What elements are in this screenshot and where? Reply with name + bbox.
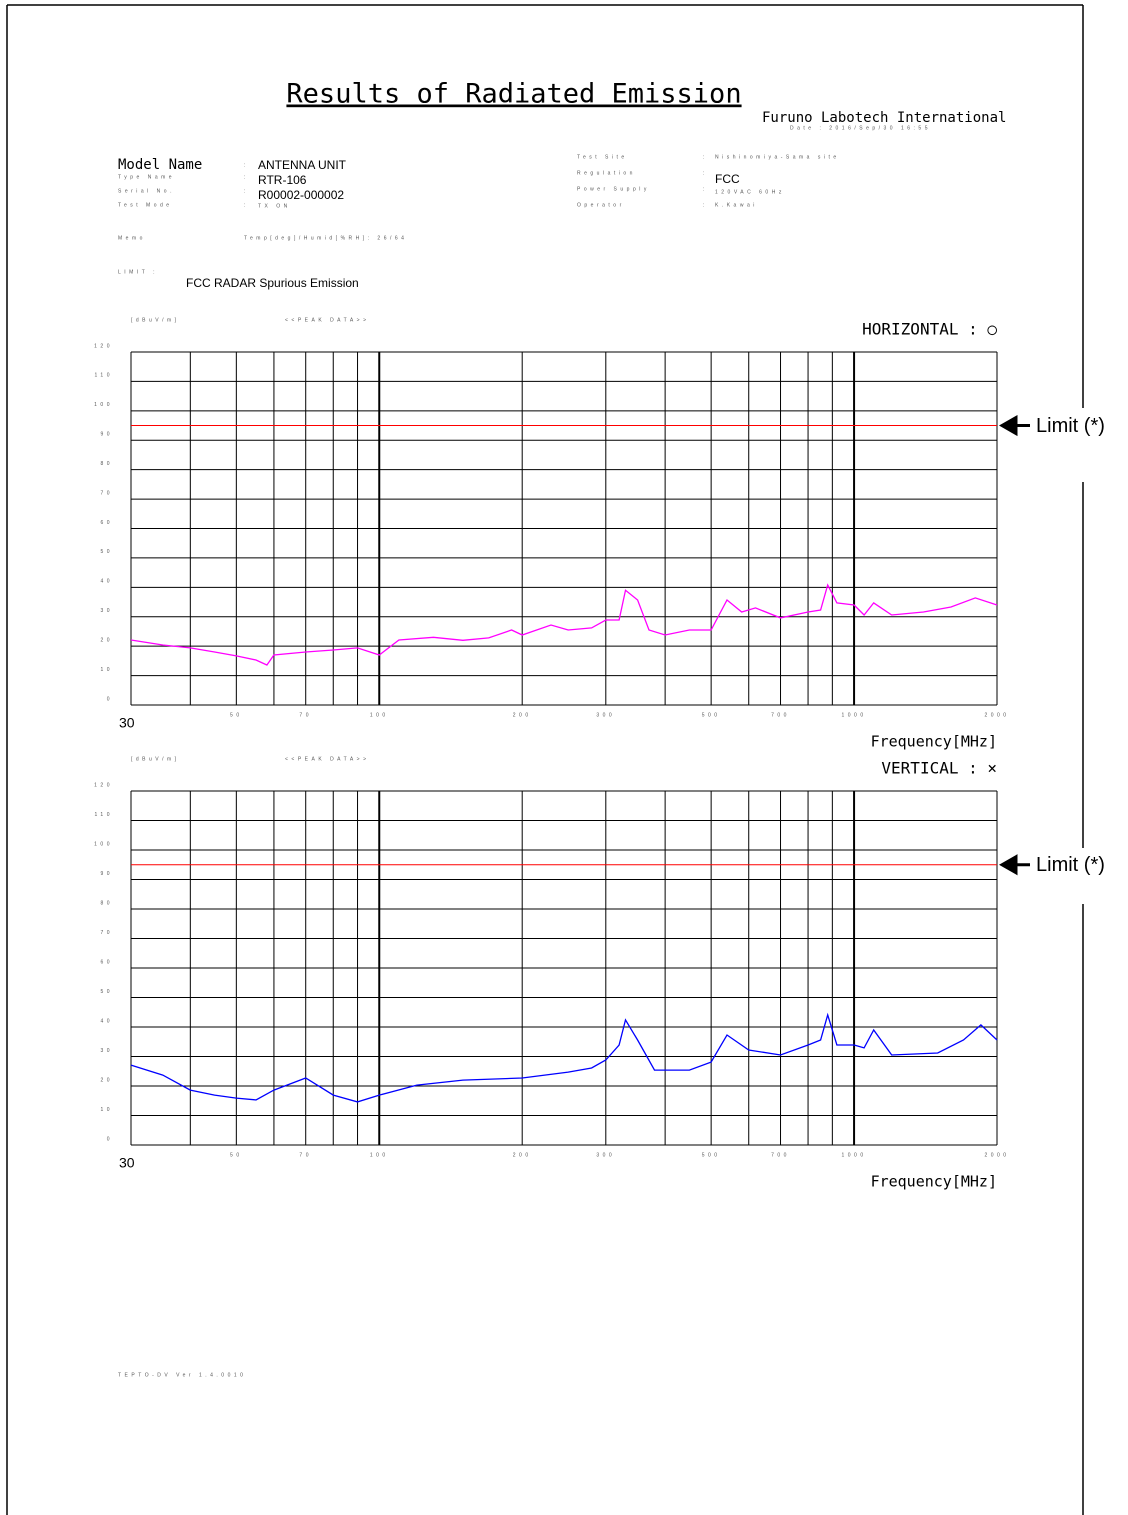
x-tick-label: 1000: [842, 712, 867, 718]
y-axis-label: [dBuV/m]: [131, 756, 180, 762]
x-tick-label: 2000: [984, 1152, 1009, 1158]
limit-value: FCC RADAR Spurious Emission: [186, 276, 359, 290]
field-value: Nishinomiya-Sama site: [715, 154, 840, 160]
y-tick-label: 50: [100, 549, 113, 555]
y-tick-label: 110: [95, 812, 113, 818]
x-axis-label: Frequency[MHz]: [871, 733, 997, 751]
y-tick-label: 60: [100, 959, 113, 965]
field-label: Serial No.: [118, 188, 175, 194]
field-label: Power Supply: [577, 186, 650, 192]
x-tick-label: 50: [230, 1152, 243, 1158]
x-tick-label: 30: [119, 1155, 135, 1171]
x-tick-label: 2000: [984, 712, 1009, 718]
field-label: Regulation: [577, 170, 636, 176]
x-tick-label: 50: [230, 712, 243, 718]
field-sep: :: [244, 162, 249, 168]
field-sep: :: [244, 174, 249, 180]
field-value: ANTENNA UNIT: [258, 158, 347, 172]
emission-trace: [130, 1012, 998, 1103]
x-tick-label: 30: [119, 715, 135, 731]
y-tick-label: 20: [100, 637, 113, 643]
title: Results of Radiated Emission: [286, 79, 741, 110]
y-axis-label: [dBuV/m]: [131, 317, 180, 323]
y-tick-label: 100: [94, 402, 113, 408]
y-tick-label: 40: [100, 579, 113, 585]
y-tick-label: 20: [100, 1077, 113, 1083]
memo-value: Temp[deg]/Humid[%RH]: 26/64: [244, 235, 407, 241]
footer: TEPTO-DV Ver 1.4.0010: [118, 1372, 246, 1378]
x-tick-label: 100: [370, 712, 389, 718]
field-label: Operator: [577, 202, 625, 208]
limit-arrow: [998, 854, 1030, 876]
x-tick-label: 70: [299, 712, 312, 718]
company: Furuno Labotech International: [762, 110, 1006, 126]
y-tick-label: 60: [100, 520, 113, 526]
limit-arrow: [998, 414, 1030, 437]
field-sep: :: [703, 154, 708, 160]
y-tick-label: 80: [100, 461, 113, 467]
field-sep: :: [244, 202, 249, 208]
y-tick-label: 90: [100, 432, 113, 438]
legend-entry: VERTICAL : ×: [881, 759, 997, 778]
field-value: R00002-000002: [258, 188, 344, 202]
x-tick-label: 200: [513, 712, 532, 718]
y-tick-label: 40: [100, 1018, 113, 1024]
field-value: K.Kawai: [715, 202, 758, 208]
field-label: Test Site: [577, 154, 628, 160]
y-tick-label: 30: [100, 608, 113, 614]
x-tick-label: 100: [370, 1152, 389, 1158]
field-label: Test Mode: [118, 202, 173, 208]
y-tick-label: 100: [94, 841, 113, 847]
y-tick-label: 80: [100, 900, 113, 906]
y-tick-label: 70: [100, 930, 113, 936]
field-value: RTR-106: [258, 173, 307, 187]
subtitle: <<PEAK DATA>>: [285, 317, 370, 323]
field-label: Type Name: [118, 174, 175, 180]
field-sep: :: [703, 186, 708, 192]
legend-entry: HORIZONTAL : ○: [862, 320, 997, 339]
field-label: Model Name: [118, 157, 202, 173]
x-tick-label: 1000: [842, 1152, 867, 1158]
y-tick-label: 70: [100, 490, 113, 496]
emission-trace: [130, 583, 998, 666]
y-tick-label: 0: [107, 696, 113, 702]
x-tick-label: 200: [513, 1152, 532, 1158]
y-tick-label: 120: [94, 782, 113, 788]
x-tick-label: 300: [596, 1152, 615, 1158]
y-tick-label: 90: [100, 871, 113, 877]
x-tick-label: 500: [702, 1152, 721, 1158]
y-tick-label: 120: [94, 343, 113, 349]
limit-label: LIMIT :: [118, 269, 158, 275]
y-tick-label: 10: [100, 667, 113, 673]
x-tick-label: 300: [596, 712, 615, 718]
subtitle: <<PEAK DATA>>: [285, 756, 370, 762]
y-tick-label: 110: [95, 373, 113, 379]
field-value: FCC: [715, 172, 740, 186]
x-tick-label: 500: [702, 712, 721, 718]
memo-label: Memo: [118, 235, 146, 241]
field-sep: :: [244, 188, 249, 194]
x-tick-label: 700: [771, 712, 790, 718]
field-sep: :: [703, 170, 708, 176]
field-sep: :: [703, 202, 708, 208]
field-value: TX ON: [258, 203, 291, 209]
y-tick-label: 30: [100, 1048, 113, 1054]
x-axis-label: Frequency[MHz]: [871, 1173, 997, 1191]
x-tick-label: 700: [771, 1152, 790, 1158]
y-tick-label: 10: [100, 1107, 113, 1113]
y-tick-label: 50: [100, 989, 113, 995]
limit-annotation: Limit (*): [1036, 415, 1105, 437]
date: Date : 2016/Sep/30 16:55: [790, 125, 931, 131]
x-tick-label: 70: [299, 1152, 312, 1158]
y-tick-label: 0: [107, 1136, 113, 1142]
limit-annotation: Limit (*): [1036, 854, 1105, 876]
field-value: 120VAC 60Hz: [715, 189, 785, 195]
